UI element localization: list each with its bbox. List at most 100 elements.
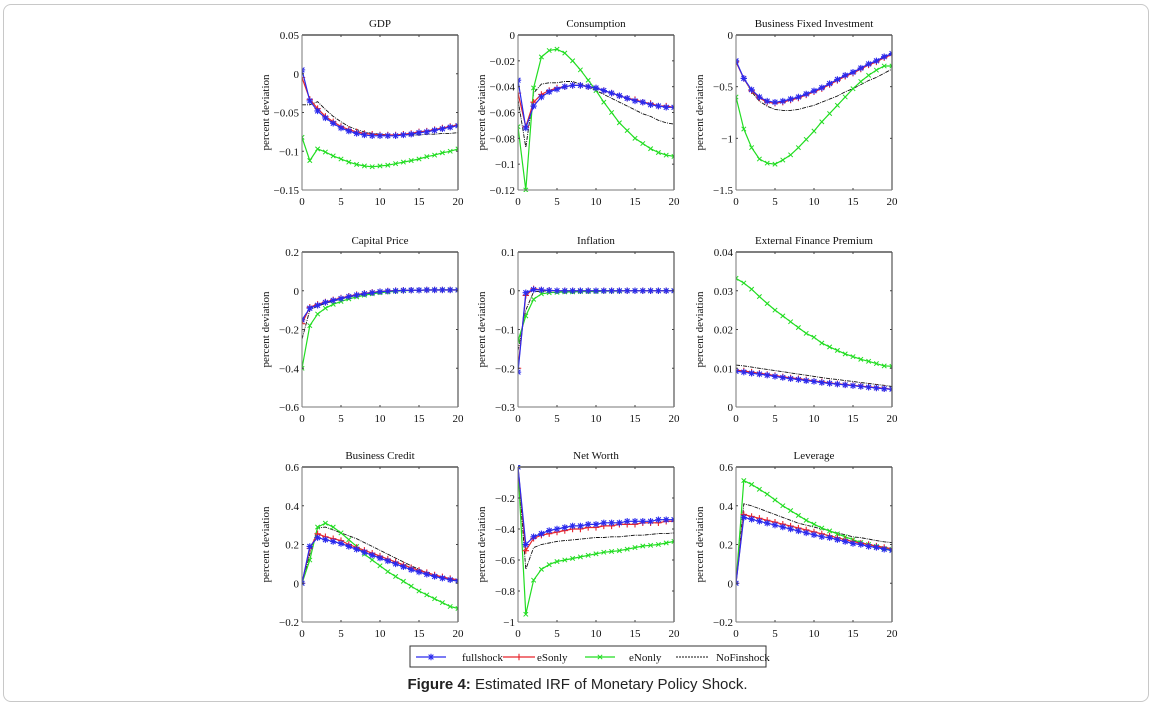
data-point — [616, 120, 622, 126]
data-point — [795, 512, 801, 518]
data-point — [780, 313, 786, 319]
x-tick-label: 5 — [338, 628, 344, 640]
data-point — [554, 46, 560, 52]
data-point — [764, 160, 770, 166]
series-eNonly — [518, 465, 674, 617]
data-point — [624, 95, 631, 102]
data-point — [530, 533, 537, 540]
data-point — [834, 76, 841, 83]
data-point — [538, 566, 544, 572]
legend-label: fullshock — [462, 652, 503, 664]
data-point — [569, 522, 576, 530]
data-point — [671, 153, 674, 159]
series-fullshock — [736, 50, 892, 106]
y-tick-label: 0.03 — [714, 286, 734, 298]
data-point — [439, 286, 446, 294]
data-point — [772, 161, 778, 167]
data-point — [647, 101, 654, 108]
data-point — [354, 161, 360, 167]
data-point — [408, 131, 415, 138]
data-point — [424, 154, 430, 160]
data-point — [608, 287, 615, 294]
series-line-NoFinshock — [736, 503, 892, 584]
y-tick-label: −0.02 — [490, 56, 515, 68]
data-point — [850, 354, 856, 360]
series-line-NoFinshock — [736, 364, 892, 387]
data-point — [393, 161, 399, 167]
y-tick-label: 0.1 — [501, 247, 515, 259]
figure-frame — [3, 4, 1149, 702]
data-point — [810, 378, 818, 385]
data-point — [842, 72, 849, 79]
data-point — [772, 497, 778, 503]
data-point — [314, 302, 321, 309]
data-point — [408, 566, 415, 573]
data-point — [600, 87, 607, 94]
subplot-external-finance-premium: External Finance Premium percent deviatio… — [694, 235, 898, 425]
series-fullshock — [736, 514, 892, 587]
data-point — [756, 93, 763, 101]
series-NoFinshock — [736, 503, 892, 584]
data-point — [369, 551, 376, 559]
data-point — [631, 97, 639, 105]
y-axis-label: percent deviation — [260, 291, 272, 368]
series-NoFinshock — [302, 289, 458, 340]
data-point — [881, 385, 888, 392]
y-tick-label: −0.6 — [495, 555, 515, 567]
data-point — [881, 546, 888, 553]
data-point — [795, 93, 802, 101]
data-point — [857, 541, 864, 548]
subplot-title: Consumption — [566, 18, 626, 30]
data-point — [795, 376, 802, 383]
y-tick-label: −0.2 — [279, 325, 299, 337]
x-tick-label: 15 — [414, 413, 426, 425]
data-point — [322, 520, 328, 526]
data-point — [306, 304, 313, 312]
series-line-NoFinshock — [736, 61, 892, 111]
x-tick-label: 5 — [772, 413, 778, 425]
data-point — [640, 140, 646, 147]
data-point — [314, 107, 321, 115]
data-point — [553, 287, 561, 294]
subplot-business-credit: Business Credit percent deviation 0 5 10 15 20… — [260, 450, 464, 640]
x-tick-label: 20 — [453, 196, 465, 208]
data-point — [392, 287, 399, 294]
y-tick-label: 0.2 — [719, 540, 733, 552]
data-point — [322, 305, 328, 311]
data-point — [834, 380, 841, 388]
data-point — [538, 54, 544, 60]
data-point — [330, 301, 336, 307]
data-point — [546, 562, 552, 568]
subplot-title: Net Worth — [573, 450, 619, 462]
series-eSonly — [518, 465, 674, 554]
x-tick-label: 20 — [887, 196, 899, 208]
data-point — [834, 347, 840, 353]
data-point — [609, 548, 615, 555]
data-point — [376, 132, 384, 139]
x-tick-label: 10 — [375, 628, 387, 640]
data-point — [632, 135, 638, 141]
data-point — [736, 94, 739, 100]
y-axis-label: percent deviation — [260, 74, 272, 151]
y-tick-label: −0.12 — [490, 185, 515, 197]
x-tick-label: 10 — [591, 196, 603, 208]
data-point — [749, 286, 755, 292]
series-line-eNonly — [518, 48, 674, 191]
series-eNonly — [518, 288, 674, 344]
x-tick-label: 0 — [515, 628, 521, 640]
data-point — [455, 146, 458, 152]
x-tick-label: 0 — [515, 413, 521, 425]
data-point — [416, 588, 422, 594]
data-point — [616, 548, 622, 554]
data-point — [439, 575, 446, 582]
data-point — [424, 592, 430, 598]
x-tick-label: 10 — [809, 413, 821, 425]
data-point — [803, 90, 810, 98]
x-tick-label: 20 — [669, 628, 681, 640]
data-point — [811, 334, 817, 340]
x-tick-label: 15 — [848, 628, 860, 640]
data-point — [322, 299, 329, 306]
y-tick-label: −0.1 — [495, 325, 515, 337]
data-point — [842, 381, 849, 389]
